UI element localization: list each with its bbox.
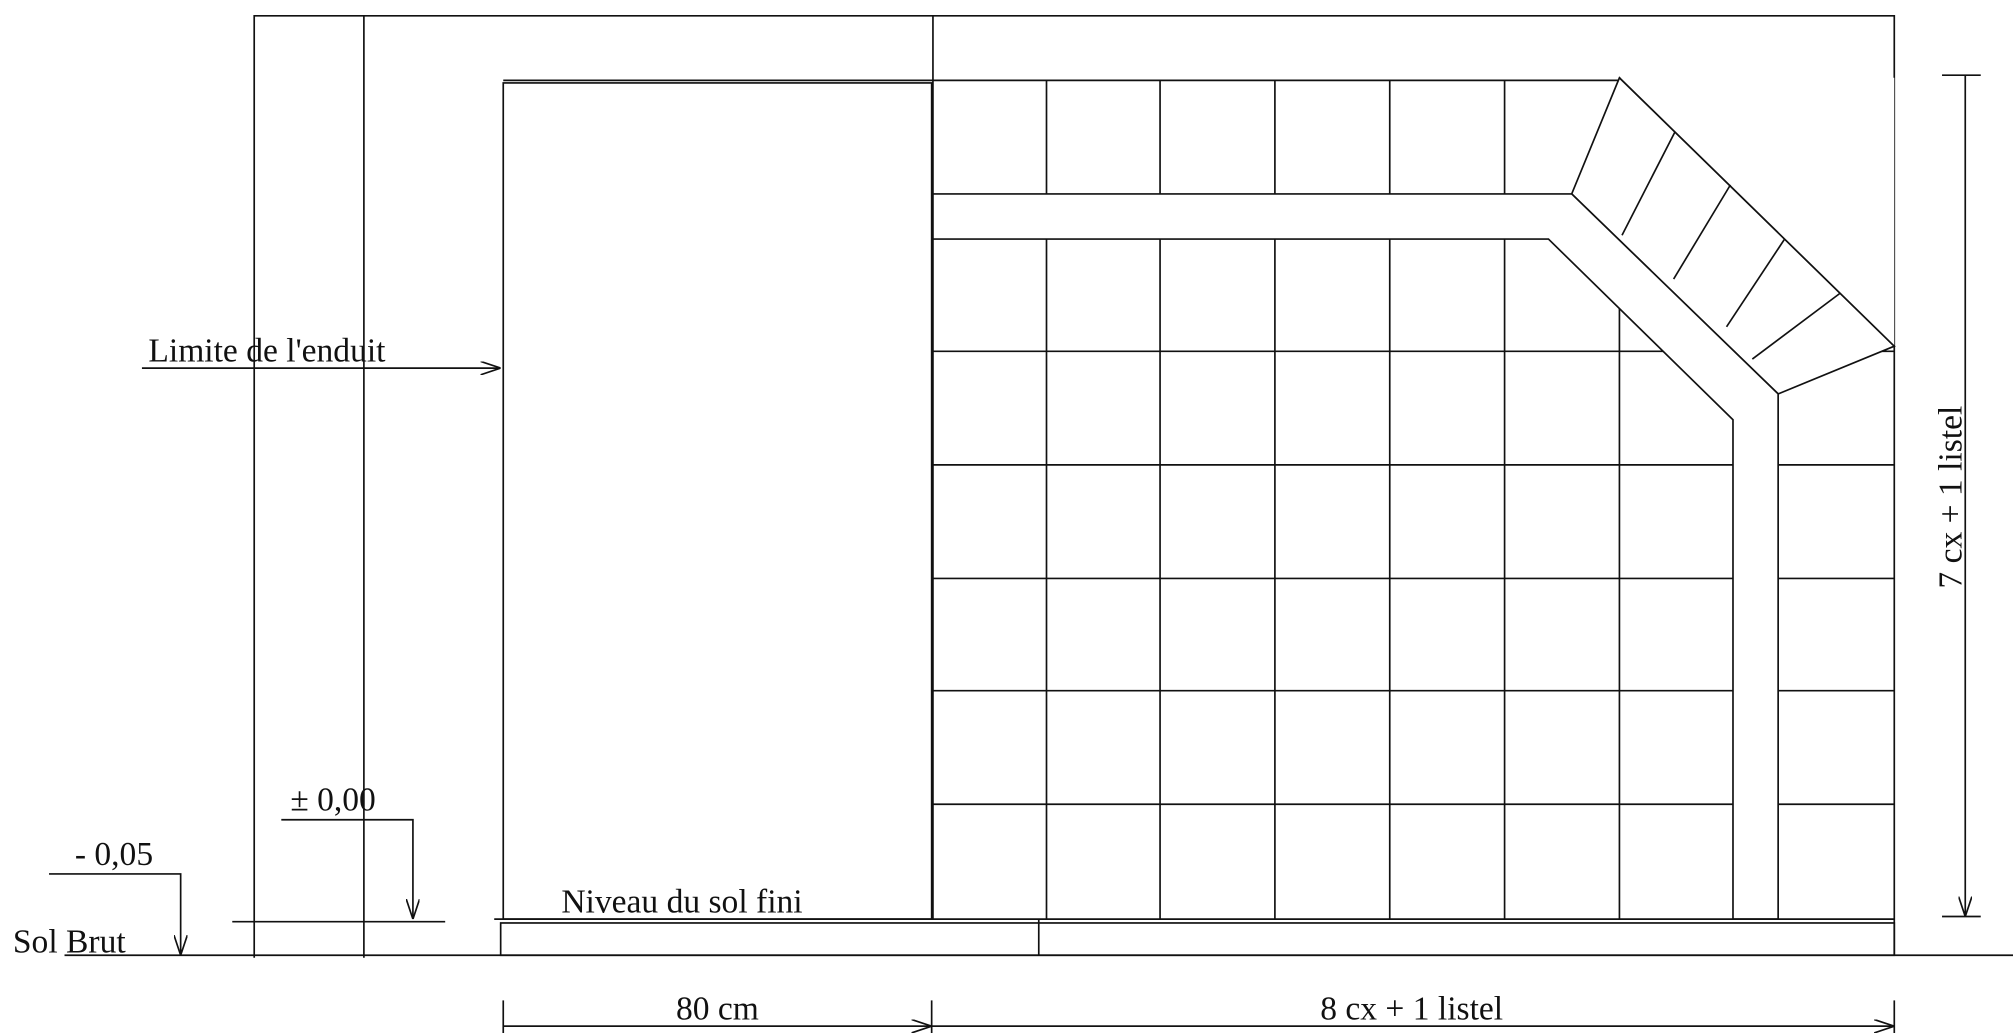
floor-screed [499,922,1896,957]
dimensions [49,74,1981,1033]
label: - 0,05 [75,836,153,873]
frame [253,14,1896,958]
label: Sol Brut [13,924,126,961]
listel-bg [932,193,1779,920]
label: ± 0,00 [290,782,376,819]
label: Niveau du sol fini [561,884,802,921]
label: 7 cx + 1 listel [1932,406,1969,589]
label: Limite de l'enduit [148,333,386,370]
label: 80 cm [676,991,759,1028]
label: 8 cx + 1 listel [1320,991,1503,1028]
corner-tile-lines [1618,77,1895,360]
plaster [502,82,933,920]
